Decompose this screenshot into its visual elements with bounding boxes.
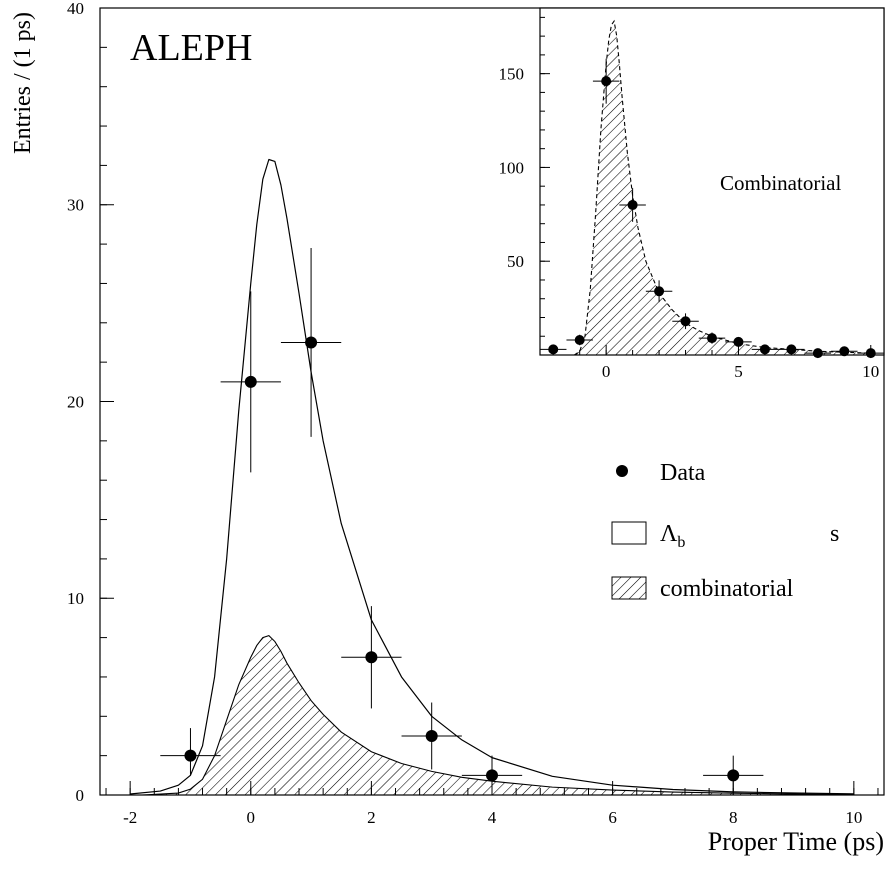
y-axis-label: Entries / (1 ps)	[10, 12, 36, 154]
data-point	[574, 334, 585, 345]
x-tick-label: 6	[608, 808, 617, 827]
lambda-subscript: b	[677, 534, 685, 551]
data-point	[601, 76, 612, 87]
inset-plot-panel: 50 100 150 0 5 10 Combinatorial	[499, 7, 885, 381]
data-point	[727, 769, 740, 782]
fit-curve	[130, 158, 854, 795]
inset-y-axis: 50 100 150	[499, 16, 550, 356]
legend: Data Λb s combinatorial	[611, 460, 839, 602]
x-tick-label: 2	[367, 808, 376, 827]
data-point	[244, 375, 257, 388]
y-tick-label: 10	[67, 589, 84, 608]
main-curve-layer	[130, 158, 854, 795]
data-point	[707, 333, 717, 344]
data-point	[627, 199, 638, 210]
main-data-points-layer	[160, 248, 764, 794]
legend-marker-data	[616, 465, 628, 477]
data-point	[786, 344, 797, 355]
data-point	[680, 316, 691, 327]
legend-label-suffix: s	[830, 521, 839, 547]
legend-label-combinatorial: combinatorial	[660, 576, 794, 602]
data-point	[184, 749, 197, 762]
data-point	[759, 344, 770, 355]
inset-annotation: Combinatorial	[720, 171, 841, 195]
x-tick-label: -2	[123, 808, 137, 827]
legend-marker-combinatorial	[611, 576, 647, 600]
hatched-area	[142, 635, 854, 795]
chart-title: ALEPH	[130, 27, 252, 69]
legend-marker-lambda-b	[611, 521, 647, 545]
y-tick-label: 50	[507, 252, 524, 271]
x-tick-label: 10	[862, 362, 879, 381]
legend-label-lambda-b: Λb	[660, 521, 685, 551]
y-tick-label: 0	[76, 786, 85, 805]
data-point	[425, 729, 438, 742]
x-tick-label: 0	[602, 362, 611, 381]
data-point	[733, 336, 744, 347]
y-tick-label: 100	[499, 158, 525, 177]
main-hatched-area-layer	[142, 635, 854, 796]
y-tick-label: 150	[499, 65, 525, 84]
y-tick-label: 20	[67, 392, 84, 411]
hatched-area-outline	[142, 635, 854, 796]
x-axis-label: Proper Time (ps)	[708, 827, 884, 856]
data-point	[365, 651, 378, 664]
hatched-area-outline	[574, 19, 871, 356]
x-tick-label: 10	[845, 808, 862, 827]
x-tick-label: 0	[247, 808, 256, 827]
data-point	[305, 336, 318, 349]
data-point	[654, 286, 665, 297]
inset-hatched-area-layer	[574, 19, 871, 356]
inset-x-axis: 0 5 10	[552, 345, 879, 381]
y-tick-label: 40	[67, 0, 84, 18]
x-tick-label: 4	[488, 808, 497, 827]
legend-label-data: Data	[660, 460, 706, 486]
x-tick-label: 5	[734, 362, 743, 381]
main-y-axis: 0 10 20 30 40	[67, 0, 114, 805]
x-tick-label: 8	[729, 808, 738, 827]
lambda-symbol: Λ	[660, 521, 678, 547]
main-plot-panel: 0 10 20 30 40 -2 0 2 4 6 8 10 ALEPH Proper Time (p…	[10, 0, 885, 856]
data-point	[548, 344, 559, 355]
hatched-area	[574, 21, 871, 355]
y-tick-label: 30	[67, 196, 84, 215]
data-point	[486, 769, 498, 782]
